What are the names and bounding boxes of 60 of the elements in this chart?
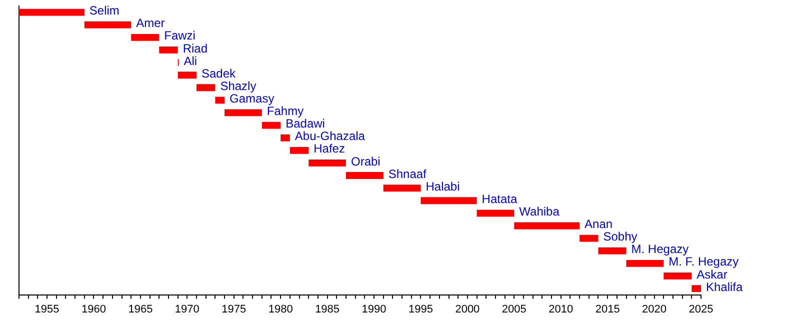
bar bbox=[692, 285, 701, 292]
x-tick-label: 2010 bbox=[548, 303, 574, 316]
x-tick-label: 1980 bbox=[268, 303, 293, 316]
bar bbox=[514, 222, 580, 230]
y-tick-label: Halabi bbox=[426, 179, 460, 194]
x-tick-label: 1965 bbox=[128, 303, 153, 316]
bar bbox=[420, 197, 477, 204]
y-tick-label: M. Hegazy bbox=[631, 242, 689, 256]
x-tick-label: 1995 bbox=[408, 303, 433, 316]
bar bbox=[290, 146, 309, 154]
y-tick-label: Shazly bbox=[220, 78, 256, 93]
x-tick-label: 2015 bbox=[595, 303, 620, 316]
y-tick-label: Fahmy bbox=[266, 104, 304, 118]
bar bbox=[280, 134, 290, 142]
x-tick-label: 2000 bbox=[455, 303, 480, 316]
y-tick-label: Shnaaf bbox=[388, 166, 428, 181]
x-tick-label: 2020 bbox=[642, 303, 667, 316]
y-tick-label: Riad bbox=[182, 41, 208, 56]
x-tick-label: 2025 bbox=[688, 303, 714, 316]
x-tick-label: 1975 bbox=[222, 303, 246, 316]
y-tick-label: Selim bbox=[89, 4, 120, 18]
y-tick-label: M. F. Hegazy bbox=[668, 254, 739, 269]
bar bbox=[131, 34, 160, 41]
y-tick-label: Sadek bbox=[202, 66, 237, 80]
x-tick-label: 1990 bbox=[362, 303, 386, 316]
y-tick-label: Sobhy bbox=[603, 230, 638, 244]
y-tick-label: Fawzi bbox=[164, 28, 196, 43]
bar bbox=[346, 172, 384, 179]
y-tick-label: Orabi bbox=[350, 154, 380, 168]
y-tick-label: Anan bbox=[584, 217, 613, 232]
x-tick-label: 1985 bbox=[315, 303, 340, 316]
bar bbox=[308, 160, 346, 166]
bar bbox=[476, 210, 514, 217]
y-tick-label: Badawi bbox=[286, 116, 325, 131]
x-tick-label: 1955 bbox=[34, 303, 60, 316]
y-tick-label: Wahiba bbox=[519, 204, 560, 218]
bar bbox=[196, 84, 216, 92]
x-tick-label: 1970 bbox=[174, 303, 200, 316]
y-tick-label: Askar bbox=[696, 267, 728, 282]
y-tick-label: Khalifa bbox=[706, 280, 744, 294]
bar bbox=[159, 46, 178, 54]
bar bbox=[84, 21, 132, 28]
bar bbox=[178, 72, 197, 79]
bar bbox=[262, 122, 281, 129]
bar bbox=[224, 109, 262, 116]
bar bbox=[19, 8, 84, 16]
bar bbox=[626, 260, 664, 267]
bar bbox=[580, 234, 598, 242]
bar bbox=[598, 247, 626, 254]
y-tick-label: Hafez bbox=[314, 142, 345, 156]
y-tick-label: Ali bbox=[184, 54, 198, 68]
bar bbox=[664, 272, 692, 280]
y-tick-label: Gamasy bbox=[230, 91, 274, 106]
y-tick-label: Amer bbox=[136, 16, 165, 30]
bar bbox=[383, 184, 421, 192]
x-tick-label: 1960 bbox=[82, 303, 106, 316]
y-tick-label: Abu-Ghazala bbox=[294, 129, 366, 144]
x-tick-label: 2005 bbox=[502, 303, 526, 316]
bar bbox=[215, 96, 225, 104]
y-tick-label: Hatata bbox=[482, 192, 518, 206]
